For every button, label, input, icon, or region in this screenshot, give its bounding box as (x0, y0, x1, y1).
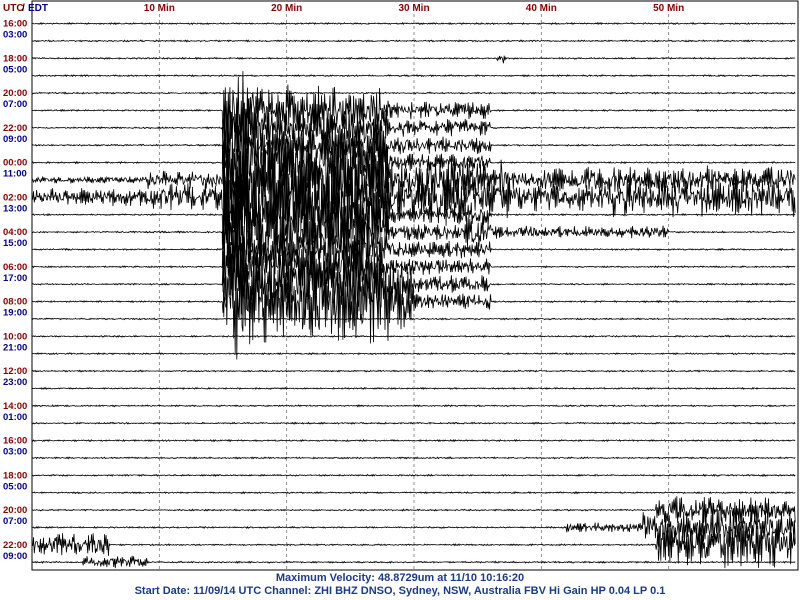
utc-row-label: 18:00 (3, 53, 27, 64)
seismic-trace-line (31, 90, 796, 162)
utc-row-label: 16:00 (3, 436, 27, 447)
utc-row-label: 02:00 (3, 192, 27, 203)
seismic-trace-line (31, 39, 796, 43)
local-row-label: 01:00 (3, 412, 27, 423)
utc-row-label: 06:00 (3, 262, 27, 273)
seismic-trace-line (31, 496, 796, 525)
plot-frame (31, 0, 799, 571)
seismic-trace-line (31, 228, 796, 306)
seismic-trace-line (31, 421, 796, 425)
local-row-label: 09:00 (3, 134, 27, 145)
seismic-trace-line (31, 74, 796, 78)
grid-lines (31, 0, 799, 571)
seismic-trace-line (32, 153, 796, 269)
local-row-label: 03:00 (3, 447, 27, 458)
seismic-trace-line (31, 334, 796, 338)
utc-row-label: 22:00 (3, 540, 27, 551)
utc-row-label: 20:00 (3, 505, 27, 516)
seismic-trace-line (31, 232, 796, 327)
x-tick-label: 30 Min (398, 3, 429, 14)
seismic-trace-line (32, 71, 796, 146)
seismic-trace-line (31, 352, 796, 356)
local-row-label: 11:00 (3, 169, 27, 180)
utc-header-label: UTC (3, 3, 24, 14)
utc-row-label: 18:00 (3, 470, 27, 481)
seismic-trace-line (31, 119, 796, 248)
x-tick-label: 10 Min (144, 3, 175, 14)
local-row-label: 05:00 (3, 64, 27, 75)
local-row-label: 21:00 (3, 342, 27, 353)
utc-row-label: 00:00 (3, 158, 27, 169)
utc-row-label: 22:00 (3, 123, 27, 134)
channel-info-text: Start Date: 11/09/14 UTC Channel: ZHI BH… (134, 585, 666, 597)
utc-row-label: 14:00 (3, 401, 27, 412)
seismic-traces (31, 21, 796, 569)
seismic-trace-line (31, 220, 796, 278)
seismic-trace-line (31, 404, 796, 408)
utc-row-label: 04:00 (3, 227, 27, 238)
seismic-trace-line (31, 249, 796, 360)
x-tick-label: 50 Min (653, 3, 684, 14)
seismic-trace-line (31, 473, 796, 477)
local-row-label: 03:00 (3, 30, 27, 41)
local-row-label: 19:00 (3, 308, 27, 319)
seismic-trace-line (31, 438, 796, 443)
seismic-trace-line (31, 369, 796, 373)
seismic-trace-line (31, 456, 796, 460)
seismic-trace-line (31, 519, 796, 569)
header-separator: / (22, 3, 25, 14)
axis-labels: 10 Min 20 Min 30 Min 40 Min 50 MinUTC/EDT16:… (3, 3, 684, 562)
utc-row-label: 12:00 (3, 366, 27, 377)
seismic-trace-line (31, 91, 796, 95)
seismic-trace-line (31, 386, 796, 391)
max-velocity-text: Maximum Velocity: 48.8729um at 11/10 10:… (275, 572, 525, 584)
seismic-trace-line (31, 175, 796, 293)
local-row-label: 07:00 (3, 99, 27, 110)
local-row-label: 09:00 (3, 551, 27, 562)
seismic-trace-line (31, 490, 796, 495)
local-row-label: 05:00 (3, 481, 27, 492)
utc-row-label: 20:00 (3, 88, 27, 99)
seismic-trace-line (31, 555, 796, 569)
utc-row-label: 08:00 (3, 297, 27, 308)
x-tick-label: 40 Min (526, 3, 557, 14)
seismic-trace-line (31, 102, 796, 225)
local-header-label: EDT (28, 3, 48, 14)
local-row-label: 13:00 (3, 203, 27, 214)
local-row-label: 17:00 (3, 273, 27, 284)
seismic-trace-line (31, 118, 796, 176)
local-row-label: 23:00 (3, 377, 27, 388)
utc-row-label: 16:00 (3, 19, 27, 30)
seismic-trace-line (31, 55, 796, 64)
seismic-trace-line (31, 317, 796, 321)
local-row-label: 15:00 (3, 238, 27, 249)
local-row-label: 07:00 (3, 516, 27, 527)
x-tick-label: 20 Min (271, 3, 302, 14)
utc-row-label: 10:00 (3, 331, 27, 342)
seismic-trace-line (31, 21, 796, 26)
